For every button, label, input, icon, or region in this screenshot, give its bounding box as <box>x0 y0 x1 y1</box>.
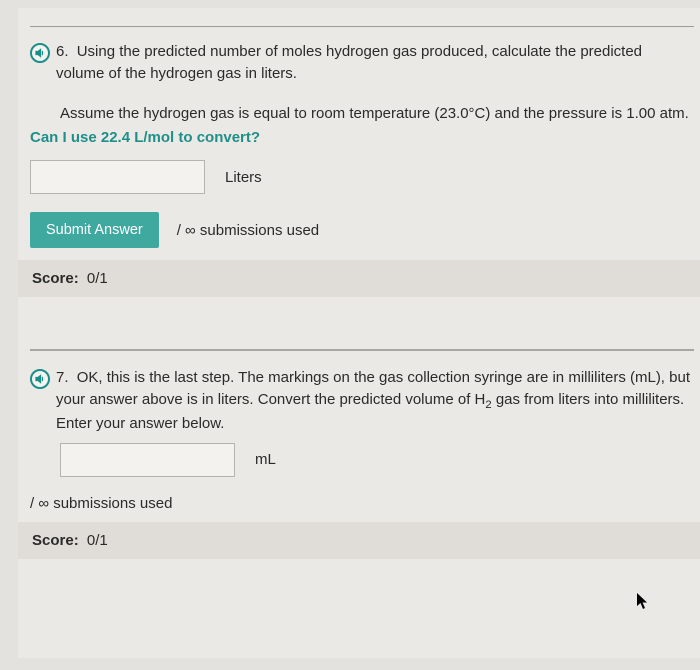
score-label: Score: <box>32 532 79 549</box>
divider <box>30 26 694 27</box>
page-container: 6. Using the predicted number of moles h… <box>18 8 700 658</box>
score-label: Score: <box>32 270 79 287</box>
submit-answer-button[interactable]: Submit Answer <box>30 212 159 248</box>
question-6-text: 6. Using the predicted number of moles h… <box>56 41 694 85</box>
score-bar-q6: Score: 0/1 <box>18 260 700 297</box>
answer-row: Liters <box>30 160 694 194</box>
formula-base: H <box>475 391 486 408</box>
audio-icon[interactable] <box>30 369 50 389</box>
submissions-used: / ∞ submissions used <box>30 495 694 512</box>
score-value: 0/1 <box>87 270 108 287</box>
question-prompt: Using the predicted number of moles hydr… <box>56 43 642 82</box>
submit-row: Submit Answer / ∞ submissions used <box>30 212 694 248</box>
question-7-header: 7. OK, this is the last step. The markin… <box>30 367 694 435</box>
question-divider <box>30 349 694 351</box>
formula: H2 <box>475 391 492 408</box>
audio-icon[interactable] <box>30 43 50 63</box>
question-6: 6. Using the predicted number of moles h… <box>18 8 700 351</box>
unit-label: Liters <box>225 169 262 186</box>
score-value: 0/1 <box>87 532 108 549</box>
score-bar-q7: Score: 0/1 <box>18 522 700 559</box>
assumption-text: Assume the hydrogen gas is equal to room… <box>60 103 694 126</box>
question-7-text: 7. OK, this is the last step. The markin… <box>56 367 694 435</box>
hint-link[interactable]: Can I use 22.4 L/mol to convert? <box>30 129 694 146</box>
cursor-icon <box>636 592 650 610</box>
answer-row-q7: mL <box>60 443 694 477</box>
question-6-header: 6. Using the predicted number of moles h… <box>30 41 694 85</box>
question-7: 7. OK, this is the last step. The markin… <box>18 367 700 559</box>
submissions-used: / ∞ submissions used <box>177 222 319 239</box>
question-number: 7. <box>56 369 69 386</box>
answer-input-q6[interactable] <box>30 160 205 194</box>
unit-label: mL <box>255 451 276 468</box>
answer-input-q7[interactable] <box>60 443 235 477</box>
question-number: 6. <box>56 43 69 60</box>
